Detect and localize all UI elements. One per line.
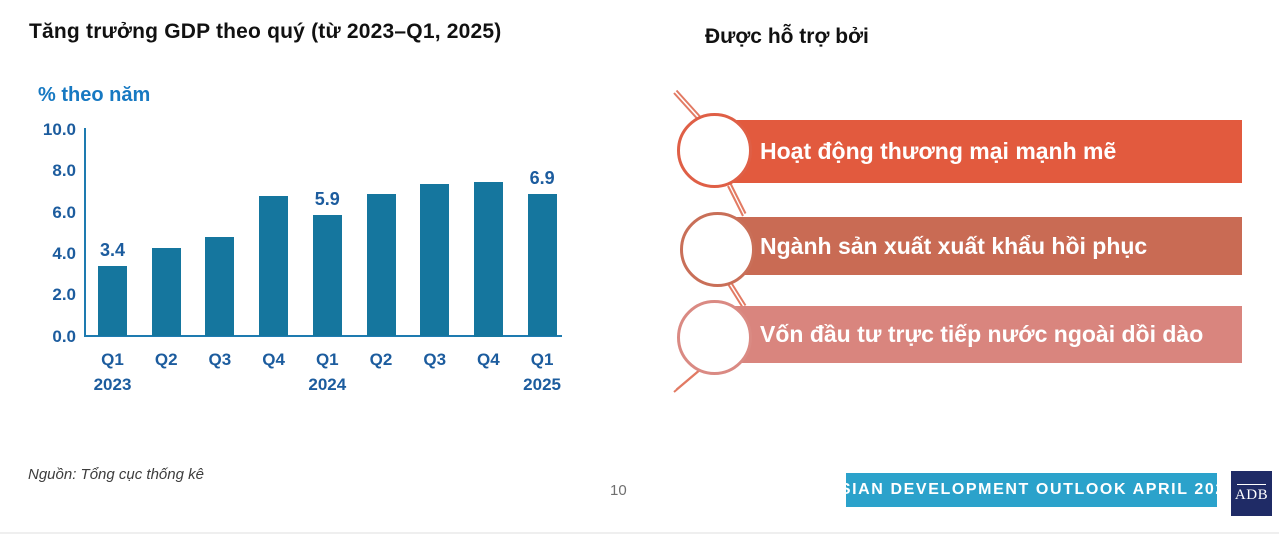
bar (312, 214, 342, 337)
y-tick-label: 8.0 (52, 161, 76, 181)
ado-footer-banner: ASIAN DEVELOPMENT OUTLOOK APRIL 2025 (827, 473, 1235, 507)
bar (420, 183, 450, 337)
adb-logo-text: ADB (1234, 486, 1269, 503)
y-axis-line (84, 128, 86, 337)
banner-manufacturing-label: Ngành sản xuất xuất khẩu hồi phục (760, 232, 1148, 259)
x-tick-label: Q3 (208, 350, 232, 369)
bar-value-label: 5.9 (314, 188, 340, 209)
pin-circle-2 (680, 212, 755, 287)
page-number: 10 (610, 482, 627, 499)
banner-trade: Hoạt động thương mại mạnh mẽ (700, 120, 1242, 183)
banner-fdi: Vốn đầu tư trực tiếp nước ngoài dồi dào (700, 306, 1242, 363)
y-axis-title: % theo năm (38, 84, 151, 106)
year-label: 2023 (93, 375, 132, 394)
bar (366, 194, 396, 337)
chart-title: Tăng trưởng GDP theo quý (từ 2023–Q1, 20… (29, 20, 502, 43)
y-tick-label: 10.0 (42, 120, 76, 139)
gdp-bar-chart: 10.0 8.0 6.0 4.0 2.0 0.0 3.4 Q1 2023 Q2 Q3 Q4 5.9 Q1 2… (0, 0, 640, 420)
bar (473, 181, 503, 337)
x-tick-label: Q4 (262, 350, 285, 369)
banner-trade-label: Hoạt động thương mại mạnh mẽ (760, 138, 1117, 164)
bar (259, 196, 289, 337)
x-tick-label: Q1 (101, 350, 124, 369)
x-tick-label: Q4 (477, 350, 500, 369)
supported-by-heading: Được hỗ trợ bởi (705, 25, 869, 48)
bar-value-label: 3.4 (99, 240, 126, 261)
bar (151, 247, 181, 337)
banner-fdi-label: Vốn đầu tư trực tiếp nước ngoài dồi dào (760, 321, 1204, 347)
bar (527, 194, 557, 337)
banner-manufacturing: Ngành sản xuất xuất khẩu hồi phục (700, 217, 1242, 275)
y-tick-label: 2.0 (52, 285, 76, 305)
x-tick-label: Q1 (530, 350, 554, 369)
year-label: 2024 (308, 375, 347, 394)
y-tick-label: 6.0 (52, 202, 76, 222)
pin-circle-1 (677, 113, 752, 188)
bar-value-label: 6.9 (529, 168, 555, 188)
source-note: Nguồn: Tổng cục thống kê (28, 466, 204, 483)
x-tick-label: Q2 (154, 350, 178, 369)
x-tick-label: Q2 (369, 350, 393, 369)
adb-logo-rule (1237, 483, 1266, 485)
bar (205, 237, 235, 337)
pin-circle-3 (677, 300, 752, 375)
x-tick-label: Q1 (315, 350, 339, 369)
adb-logo: ADB (1231, 471, 1272, 516)
year-label: 2025 (523, 375, 562, 394)
y-tick-label: 0.0 (52, 326, 76, 346)
bar (98, 266, 127, 337)
x-tick-label: Q3 (423, 350, 447, 369)
y-tick-label: 4.0 (52, 243, 76, 263)
